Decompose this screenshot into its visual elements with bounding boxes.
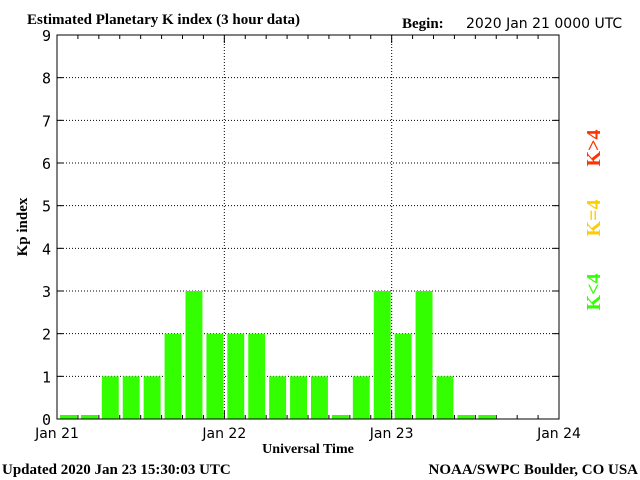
x-tick-label: Jan 23	[369, 426, 414, 442]
chart-title: Estimated Planetary K index (3 hour data…	[27, 12, 300, 28]
x-tick-label: Jan 21	[34, 426, 79, 442]
kp-bar	[394, 333, 412, 419]
kp-bar	[185, 291, 203, 419]
kp-bar	[60, 415, 77, 419]
bar-series	[60, 291, 496, 419]
plot-frame	[56, 34, 560, 420]
kp-bar	[248, 333, 266, 419]
kp-bar	[478, 415, 496, 419]
y-tick-label: 0	[42, 411, 51, 429]
y-tick-label: 8	[42, 70, 51, 88]
kp-bar	[122, 376, 140, 419]
begin-value: 2020 Jan 21 0000 UTC	[466, 16, 622, 32]
y-tick-label: 7	[42, 112, 51, 130]
kp-bar	[331, 415, 349, 419]
kp-bar	[80, 415, 98, 419]
updated-text: Updated 2020 Jan 23 15:30:03 UTC	[2, 462, 231, 478]
kp-bar	[101, 376, 119, 419]
kp-bar	[206, 333, 224, 419]
kp-bar	[436, 376, 454, 419]
begin-label: Begin:	[402, 16, 444, 32]
legend-k-less-4: K<4	[583, 274, 605, 311]
kp-bar	[269, 376, 287, 419]
kp-bar	[373, 291, 391, 419]
kp-bar	[143, 376, 161, 419]
y-tick-label: 6	[42, 155, 51, 173]
y-tick-label: 2	[42, 326, 51, 344]
legend-k-greater-4: K>4	[583, 130, 605, 167]
x-tick-label: Jan 22	[201, 426, 246, 442]
kp-bar	[290, 376, 307, 419]
y-tick-label: 1	[42, 368, 51, 386]
y-tick-label: 4	[42, 240, 51, 258]
source-text: NOAA/SWPC Boulder, CO USA	[429, 462, 639, 478]
y-axis-label: Kp index	[15, 197, 31, 256]
kp-bar	[227, 333, 245, 419]
x-axis-ticks: Jan 21 Jan 22 Jan 23 Jan 24	[34, 35, 581, 442]
kp-bar	[457, 415, 475, 419]
kp-bar	[415, 291, 433, 419]
kp-bar	[311, 376, 328, 419]
kp-bar	[164, 333, 182, 419]
grid-lines	[57, 35, 559, 419]
kp-bar	[352, 376, 370, 419]
x-axis-label: Universal Time	[262, 442, 354, 457]
x-tick-label: Jan 24	[536, 426, 581, 442]
y-axis-ticks: 0 1 2 3 4 5 6 7 8 9	[42, 27, 559, 429]
y-tick-label: 9	[42, 27, 51, 45]
y-tick-label: 3	[42, 283, 51, 301]
legend-k-equal-4: K=4	[583, 200, 605, 237]
y-tick-label: 5	[42, 198, 51, 216]
